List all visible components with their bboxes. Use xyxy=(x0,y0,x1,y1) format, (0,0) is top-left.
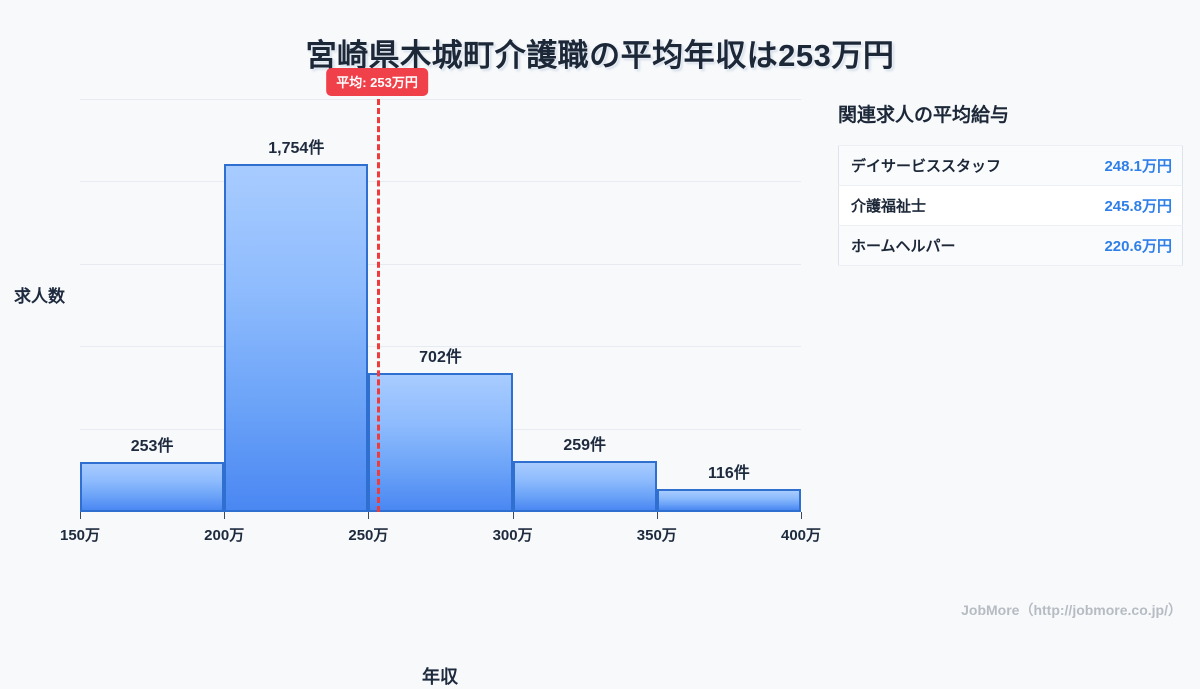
histogram-bar xyxy=(368,372,513,512)
gridline xyxy=(80,346,801,347)
x-axis-tick-label: 300万 xyxy=(492,527,533,544)
salary-role-cell: デイサービススタッフ xyxy=(838,145,1065,186)
x-axis-tick xyxy=(80,512,81,519)
x-axis-tick-label: 200万 xyxy=(204,527,245,544)
histogram-bar xyxy=(512,460,657,512)
histogram-chart: 求人数 253件 1,754件 702件 259件 116件 150万 200万 250万 30… xyxy=(0,68,840,687)
related-salary-panel: 関連求人の平均給与 デイサービススタッフ 248.1万円 介護福祉士 245.8万円ホ… xyxy=(838,100,1183,266)
histogram-bar xyxy=(656,488,801,512)
x-axis-tick-label: 350万 xyxy=(636,527,677,544)
y-axis-label: 求人数 xyxy=(14,287,65,306)
salary-role-cell: 介護福祉士 xyxy=(838,185,1065,226)
histogram-bar xyxy=(80,461,225,512)
salary-amount-cell: 248.1万円 xyxy=(1064,145,1183,186)
page-title: 宮崎県木城町介護職の平均年収は253万円 xyxy=(305,38,895,73)
gridline xyxy=(80,99,801,100)
bar-value-label: 116件 xyxy=(707,464,750,482)
average-badge: 平均: 253万円 xyxy=(326,68,428,96)
x-axis-label: 年収 xyxy=(422,667,458,687)
table-row: 介護福祉士 245.8万円 xyxy=(838,185,1183,226)
table-row: ホームヘルパー 220.6万円 xyxy=(838,225,1183,266)
bar-value-label: 259件 xyxy=(563,436,607,454)
bar-value-label: 1,754件 xyxy=(268,139,325,157)
salary-amount-cell: 220.6万円 xyxy=(1064,225,1183,266)
histogram-bar xyxy=(224,163,369,512)
table-row: デイサービススタッフ 248.1万円 xyxy=(838,145,1183,186)
gridline xyxy=(80,181,801,182)
plot-area: 253件 1,754件 702件 259件 116件 150万 200万 250万 300万 35… xyxy=(60,68,821,544)
x-axis-tick-label: 150万 xyxy=(59,527,101,544)
x-axis-tick-label: 400万 xyxy=(780,527,822,544)
x-axis-tick xyxy=(801,512,802,519)
bar-value-label: 702件 xyxy=(419,348,462,366)
x-axis-tick xyxy=(512,512,514,519)
salary-amount-cell: 245.8万円 xyxy=(1064,185,1183,226)
salary-role-cell: ホームヘルパー xyxy=(838,225,1065,266)
x-axis-tick-label: 250万 xyxy=(348,527,389,544)
x-axis-tick xyxy=(224,512,226,519)
related-salary-title: 関連求人の平均給与 xyxy=(838,105,1010,126)
x-axis-tick xyxy=(656,512,658,519)
watermark: JobMore（http://jobmore.co.jp/） xyxy=(961,602,1182,618)
bar-value-label: 253件 xyxy=(130,437,174,455)
related-salary-table: デイサービススタッフ 248.1万円 介護福祉士 245.8万円 ホームヘルパー 220.… xyxy=(838,145,1183,266)
x-axis-tick xyxy=(368,512,370,519)
average-line xyxy=(377,99,381,512)
gridline xyxy=(80,264,801,265)
